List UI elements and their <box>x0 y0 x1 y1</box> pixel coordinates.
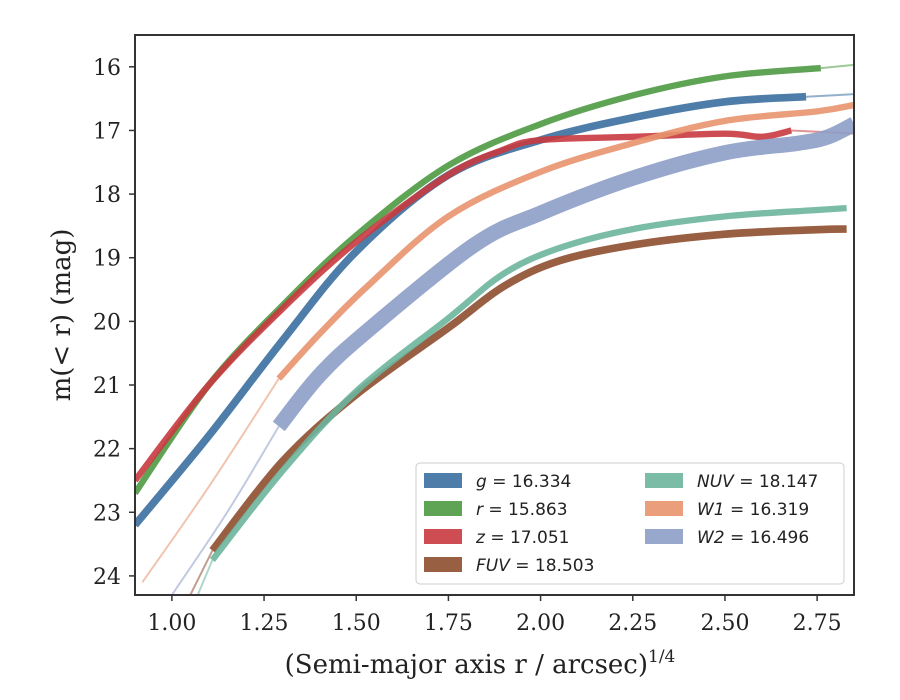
legend-swatch-w2 <box>645 529 683 544</box>
y-tick-label: 16 <box>93 56 121 81</box>
y-tick-label: 18 <box>93 183 121 208</box>
y-tick-label: 24 <box>93 565 121 590</box>
y-tick-label: 22 <box>93 438 121 463</box>
series-nuv-line <box>209 204 847 562</box>
x-tick-label: 2.25 <box>608 611 657 636</box>
x-tick-label: 1.00 <box>147 611 196 636</box>
legend-label-w1: W1 = 16.319 <box>697 500 809 520</box>
legend-label-g: g = 16.334 <box>476 472 571 492</box>
series-layer <box>135 63 854 595</box>
legend-label-z: z = 17.051 <box>475 528 569 548</box>
y-axis-label: m(< r) (mag) <box>47 229 77 402</box>
x-tick-label: 2.75 <box>793 611 842 636</box>
legend-label-nuv: NUV = 18.147 <box>697 472 818 492</box>
legend-label-fuv: FUV = 18.503 <box>476 556 594 576</box>
legend-swatch-w1 <box>645 501 683 516</box>
x-tick-label: 2.00 <box>516 611 565 636</box>
series-nuv-extension <box>196 559 214 595</box>
y-tick-label: 23 <box>93 501 121 526</box>
legend-swatch-r <box>424 501 462 516</box>
legend-label-r: r = 15.863 <box>476 500 568 520</box>
x-axis-label-exponent: 1/4 <box>648 647 675 667</box>
y-axis-ticks: 16 17 18 19 20 21 22 23 24 <box>93 56 135 590</box>
x-tick-label: 1.50 <box>332 611 381 636</box>
y-tick-label: 19 <box>93 247 121 272</box>
x-tick-label: 2.50 <box>700 611 749 636</box>
legend-swatch-z <box>424 529 462 544</box>
series-w2-line <box>272 117 854 432</box>
y-tick-label: 20 <box>93 310 121 335</box>
series-fuv-extension <box>189 550 214 595</box>
series-r-extension <box>820 63 854 70</box>
y-tick-label: 17 <box>93 119 121 144</box>
plot-frame <box>134 34 855 596</box>
series-g-extension <box>806 93 854 98</box>
series-fuv-line <box>209 225 847 553</box>
x-axis-label-text: (Semi-major axis r / arcsec) <box>285 650 648 680</box>
legend-swatch-fuv <box>424 557 462 572</box>
series-w2-extension <box>171 425 280 595</box>
legend-swatch-g <box>424 473 462 488</box>
series-z-line <box>135 127 793 483</box>
series-w1-extension <box>141 378 280 583</box>
legend-frame <box>415 462 845 585</box>
x-tick-label: 1.75 <box>424 611 473 636</box>
x-tick-label: 1.25 <box>240 611 289 636</box>
legend-label-w2: W2 = 16.496 <box>697 528 809 548</box>
y-tick-label: 21 <box>93 374 121 399</box>
legend: g = 16.334 r = 15.863 z = 17.051 FUV = 18.5… <box>415 462 845 585</box>
legend-swatch-nuv <box>645 473 683 488</box>
x-axis-ticks: 1.00 1.25 1.50 1.75 2.00 2.25 2.50 2.75 <box>147 595 842 636</box>
x-axis-label: (Semi-major axis r / arcsec)1/4 <box>285 647 676 680</box>
series-w1-line <box>276 101 854 381</box>
